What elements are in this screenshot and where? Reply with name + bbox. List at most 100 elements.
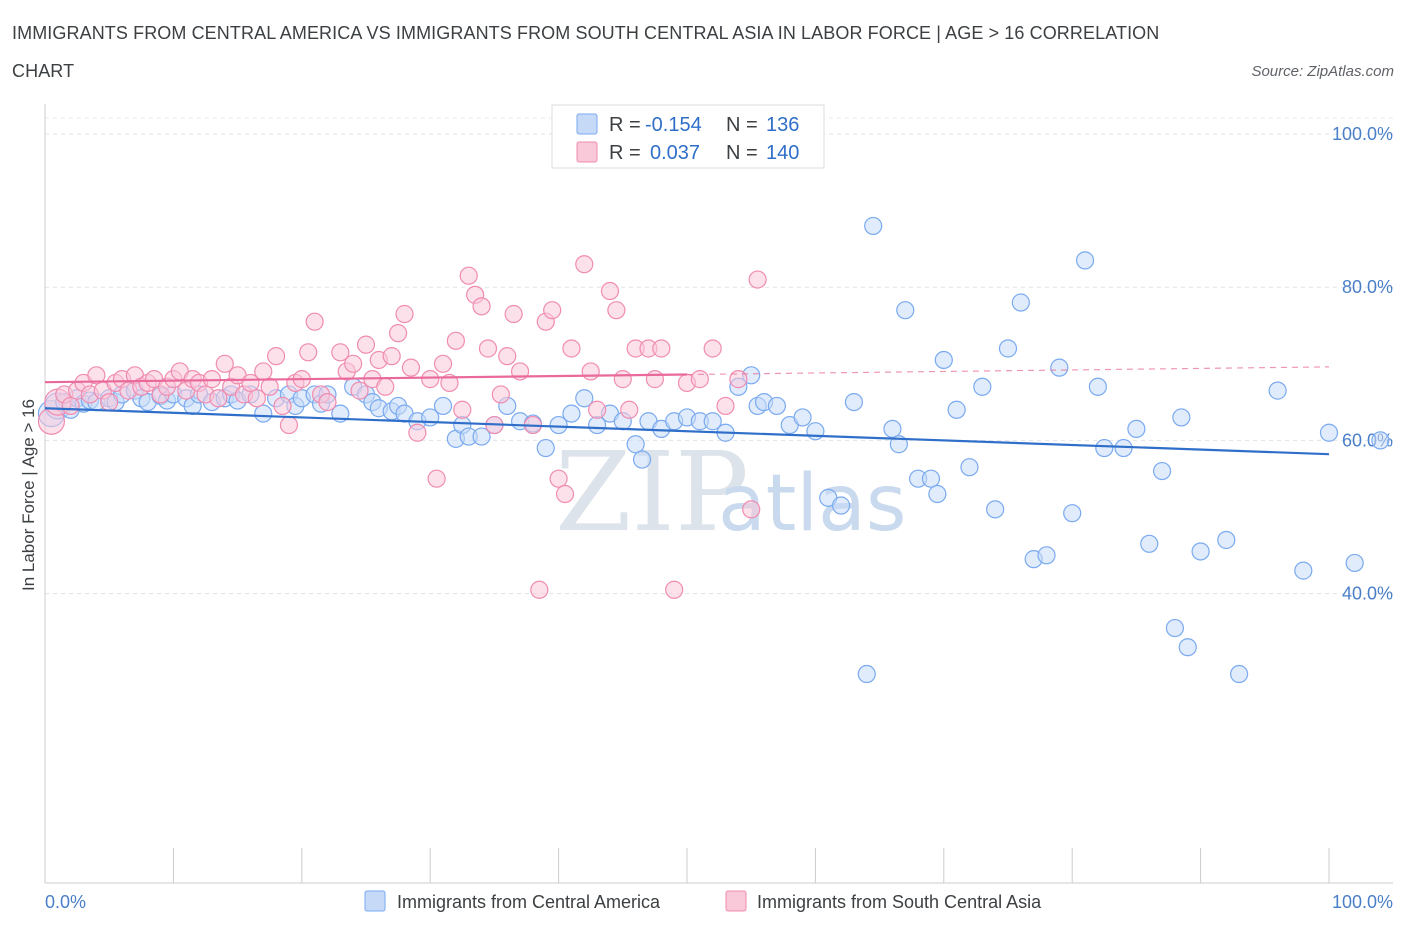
south-central-asia-point — [575, 255, 594, 274]
central-america-point — [864, 216, 883, 236]
south-central-asia-point — [344, 354, 363, 373]
central-america-point — [1217, 530, 1236, 550]
central-america-point — [472, 427, 491, 446]
legend-swatch-south-central-asia — [576, 141, 598, 163]
bottom-legend-swatch-central-america — [364, 890, 386, 912]
central-america-point — [934, 350, 953, 370]
central-america-point — [973, 377, 992, 396]
south-central-asia-point — [504, 304, 523, 324]
central-america-point — [626, 435, 645, 454]
south-central-asia-point — [247, 389, 266, 408]
central-america-point — [632, 450, 652, 469]
y-tick-label: 80.0% — [1342, 277, 1393, 297]
central-america-point — [928, 484, 947, 504]
south-central-asia-point — [389, 324, 408, 343]
central-america-point — [1011, 293, 1030, 312]
south-central-asia-point — [620, 400, 639, 419]
south-central-asia-point — [690, 370, 709, 389]
central-america-point — [1140, 534, 1159, 553]
legend-n-label-1: N = — [726, 114, 758, 136]
trend-line-south-central-asia — [44, 373, 688, 384]
central-america-point — [1088, 377, 1107, 396]
central-america-point — [1371, 431, 1390, 450]
south-central-asia-point — [581, 362, 600, 381]
central-america-point — [896, 301, 915, 320]
central-america-point — [1268, 381, 1287, 400]
trend-line-south-central-asia-extension — [686, 366, 1330, 376]
central-america-point — [1172, 408, 1191, 427]
central-america-point — [844, 393, 864, 412]
central-america-point — [831, 496, 851, 515]
chart-title-line2: CHART — [12, 61, 74, 81]
central-america-point — [549, 415, 568, 435]
central-america-point — [1075, 251, 1095, 270]
south-central-asia-point — [260, 377, 279, 396]
central-america-point — [1095, 438, 1114, 458]
legend-n-value-1: 136 — [766, 114, 799, 136]
south-central-asia-point — [421, 370, 440, 389]
south-central-asia-point — [382, 347, 401, 366]
south-central-asia-point — [478, 339, 498, 358]
central-america-point — [1127, 419, 1146, 439]
bottom-legend: Immigrants from Central America Immigran… — [364, 890, 1042, 912]
y-tick-label: 100.0% — [1332, 124, 1393, 144]
central-america-point — [883, 419, 902, 439]
central-america-point — [986, 500, 1005, 519]
south-central-asia-point — [279, 415, 299, 435]
central-america-point — [562, 404, 581, 423]
central-america-point — [947, 400, 966, 419]
south-central-asia-point — [652, 339, 671, 358]
y-tick-label: 40.0% — [1342, 584, 1393, 604]
x-tick-label-min: 0.0% — [45, 892, 86, 912]
south-central-asia-point — [472, 297, 491, 316]
legend-r-label-2: R = — [609, 142, 641, 164]
south-central-asia-point — [613, 370, 632, 389]
south-central-asia-point — [350, 381, 369, 400]
central-america-point — [1319, 423, 1339, 442]
south-central-asia-point — [209, 389, 228, 408]
south-central-asia-point — [408, 423, 427, 442]
south-central-asia-point — [600, 281, 620, 301]
central-america-point — [1230, 664, 1249, 684]
series-south-central-asia-points — [37, 255, 767, 599]
south-central-asia-point — [427, 469, 446, 488]
south-central-asia-point — [703, 339, 722, 358]
south-central-asia-point — [446, 331, 465, 350]
south-central-asia-point — [356, 335, 376, 354]
central-america-point — [1050, 358, 1069, 377]
south-central-asia-point — [459, 266, 478, 285]
south-central-asia-point — [562, 339, 581, 358]
legend-n-value-2: 140 — [766, 142, 799, 164]
central-america-point — [536, 438, 555, 458]
central-america-point — [857, 664, 876, 684]
watermark-zip: ZIP — [555, 428, 749, 556]
south-central-asia-point — [607, 301, 626, 320]
legend-swatch-central-america — [576, 113, 598, 135]
y-tick-labels: 100.0%80.0%60.0%40.0% — [1332, 124, 1393, 604]
south-central-asia-point — [498, 347, 517, 366]
south-central-asia-point — [305, 312, 324, 331]
south-central-asia-point — [433, 354, 453, 373]
central-america-point — [806, 422, 825, 441]
central-america-point — [1191, 542, 1210, 561]
central-america-point — [1294, 561, 1313, 580]
south-central-asia-point — [215, 354, 234, 373]
legend-r-value-1: -0.154 — [645, 114, 702, 136]
south-central-asia-point — [729, 370, 748, 389]
south-central-asia-point — [716, 396, 735, 416]
central-america-point — [767, 396, 786, 416]
south-central-asia-point — [491, 385, 510, 404]
legend-n-label-2: N = — [726, 142, 758, 164]
south-central-asia-point — [267, 347, 286, 366]
south-central-asia-point — [273, 396, 292, 416]
south-central-asia-point — [440, 373, 459, 393]
south-central-asia-point — [645, 370, 665, 389]
south-central-asia-point — [588, 400, 607, 419]
south-central-asia-point — [549, 469, 568, 488]
south-central-asia-point — [331, 343, 350, 362]
trend-line-central-america — [44, 407, 1330, 456]
south-central-asia-point — [254, 362, 273, 381]
trend-lines — [44, 366, 1330, 456]
south-central-asia-point — [543, 301, 562, 320]
central-america-point — [998, 339, 1018, 358]
